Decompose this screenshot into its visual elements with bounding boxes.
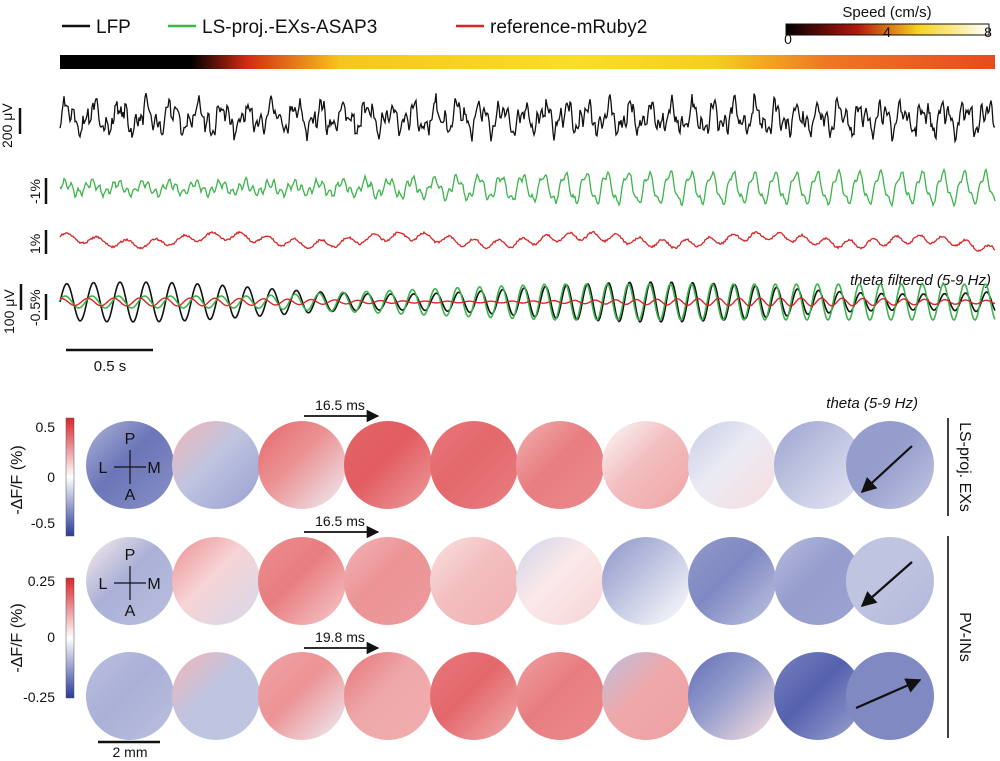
scale-label-theta-pct: -0.5% xyxy=(27,289,43,326)
raw-traces xyxy=(59,92,996,252)
trace-mruby2 xyxy=(59,230,996,252)
interval-label-row3: 19.8 ms xyxy=(315,629,365,645)
dff-colorbar-bottom: 0.25 0 -0.25 -ΔF/F (%) xyxy=(9,573,75,705)
orient-bottom-P: P xyxy=(125,547,136,564)
orientation-top: P L M A xyxy=(99,431,161,504)
dff-colorbar-top-gradient xyxy=(65,417,75,537)
dff-bottom-tick-zero: 0 xyxy=(47,629,55,645)
map-circle-row3-frame3 xyxy=(258,652,346,740)
speed-tick-8: 8 xyxy=(984,24,992,40)
orient-bottom-M: M xyxy=(147,576,160,593)
map-circle-row1-frame2 xyxy=(172,421,260,509)
interval-arrows: 16.5 ms 16.5 ms 19.8 ms xyxy=(304,397,380,655)
orientation-bottom: P L M A xyxy=(99,547,161,620)
speed-tick-0: 0 xyxy=(784,31,792,47)
activity-maps xyxy=(86,421,934,740)
group-label-ls: LS-proj. EXs xyxy=(956,422,973,512)
speed-colorbar-title: Speed (cm/s) xyxy=(842,4,931,21)
theta-traces xyxy=(59,281,996,324)
dff-top-title: -ΔF/F (%) xyxy=(9,445,26,514)
legend-label-mruby2: reference-mRuby2 xyxy=(490,17,647,38)
theta-filtered-label: theta filtered (5-9 Hz) xyxy=(850,272,991,289)
theta-map-label: theta (5-9 Hz) xyxy=(826,395,918,412)
orient-bottom-L: L xyxy=(99,576,108,593)
speed-tick-4: 4 xyxy=(883,24,891,40)
time-scale-label: 0.5 s xyxy=(94,358,127,375)
orient-top-A: A xyxy=(125,487,136,504)
speed-colorbar: Speed (cm/s) 0 4 8 xyxy=(784,4,992,47)
theta-trace-lfp xyxy=(59,281,996,324)
map-circle-row3-frame6 xyxy=(516,652,604,740)
map-circle-row1-frame6 xyxy=(516,421,604,509)
group-label-pv: PV-INs xyxy=(956,612,973,662)
map-circle-row2-frame5 xyxy=(430,537,518,625)
map-circle-row1-frame5 xyxy=(430,421,518,509)
map-circle-row2-frame6 xyxy=(516,537,604,625)
map-circle-row1-frame4 xyxy=(344,421,432,509)
dff-colorbar-bottom-gradient xyxy=(65,577,75,699)
legend-label-asap3: LS-proj.-EXs-ASAP3 xyxy=(202,17,377,38)
trace-lfp xyxy=(59,92,996,144)
propagation-arrow-row2 xyxy=(860,561,913,608)
dff-top-tick-max: 0.5 xyxy=(36,419,56,435)
map-circle-row3-frame2 xyxy=(172,652,260,740)
map-circle-row3-frame10 xyxy=(846,652,934,740)
orient-top-M: M xyxy=(147,460,160,477)
dff-bottom-tick-max: 0.25 xyxy=(28,573,55,589)
legend-label-lfp: LFP xyxy=(96,17,131,38)
trace-asap3 xyxy=(59,167,996,208)
interval-label-row1: 16.5 ms xyxy=(315,397,365,413)
map-circle-row1-frame7 xyxy=(602,421,690,509)
theta-trace-mruby2 xyxy=(59,297,996,307)
map-circle-row3-frame4 xyxy=(344,652,432,740)
group-labels: LS-proj. EXs PV-INs xyxy=(947,418,973,738)
dff-top-tick-zero: 0 xyxy=(47,469,55,485)
legend: LFP LS-proj.-EXs-ASAP3 reference-mRuby2 xyxy=(62,17,647,38)
theta-trace-asap3 xyxy=(59,283,996,322)
space-scale-label: 2 mm xyxy=(113,744,148,760)
map-circle-row3-frame5 xyxy=(430,652,518,740)
scale-label-theta-lfp: 100 μV xyxy=(1,289,17,334)
raw-scale-bars: 200 μV -1% 1% xyxy=(0,103,48,254)
interval-label-row2: 16.5 ms xyxy=(315,513,365,529)
scale-label-red: 1% xyxy=(27,234,43,254)
orient-bottom-A: A xyxy=(125,603,136,620)
map-circle-row2-frame9 xyxy=(774,537,862,625)
map-circle-row2-frame3 xyxy=(258,537,346,625)
map-circle-row3-frame9 xyxy=(774,652,862,740)
theta-scale-bars: 100 μV -0.5% 0.5 s xyxy=(1,284,153,375)
speed-time-bar xyxy=(60,55,995,69)
speed-colorbar-gradient xyxy=(785,23,990,36)
propagation-arrows xyxy=(855,445,922,710)
map-circle-row3-frame8 xyxy=(688,652,776,740)
dff-bottom-title: -ΔF/F (%) xyxy=(9,603,26,672)
dff-top-tick-min: -0.5 xyxy=(31,515,55,531)
map-circle-row1-frame8 xyxy=(688,421,776,509)
dff-colorbar-top: 0.5 0 -0.5 -ΔF/F (%) xyxy=(9,417,75,537)
dff-bottom-tick-min: -0.25 xyxy=(23,689,55,705)
map-circle-row1-frame9 xyxy=(774,421,862,509)
scale-label-green: -1% xyxy=(27,179,43,204)
map-circle-row2-frame4 xyxy=(344,537,432,625)
map-circle-row3-frame1 xyxy=(86,652,174,740)
map-circle-row1-frame3 xyxy=(258,421,346,509)
scale-label-lfp: 200 μV xyxy=(0,103,15,148)
map-circle-row3-frame7 xyxy=(602,652,690,740)
propagation-arrow-row1 xyxy=(860,445,913,494)
propagation-arrow-row3 xyxy=(855,678,922,710)
map-circle-row2-frame7 xyxy=(602,537,690,625)
orient-top-L: L xyxy=(99,460,108,477)
map-circle-row2-frame2 xyxy=(172,537,260,625)
map-circle-row2-frame8 xyxy=(688,537,776,625)
orient-top-P: P xyxy=(125,431,136,448)
